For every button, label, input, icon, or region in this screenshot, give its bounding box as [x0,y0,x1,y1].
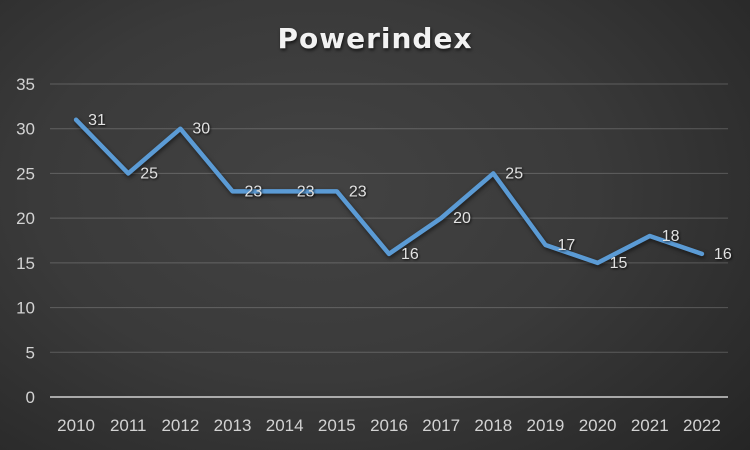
y-axis-tick-label: 35 [16,75,35,94]
y-axis-tick-label: 20 [16,209,35,228]
x-axis-tick-label: 2021 [631,416,669,435]
data-point-label: 30 [192,121,210,138]
data-point-label: 23 [297,183,315,200]
x-axis-tick-label: 2011 [110,416,147,435]
y-axis-tick-label: 0 [26,388,35,407]
x-axis-tick-label: 2019 [527,416,565,435]
x-axis-tick-label: 2010 [57,416,95,435]
data-point-label: 23 [349,183,367,200]
y-axis-tick-label: 10 [16,299,35,318]
x-axis-tick-label: 2020 [579,416,617,435]
chart-title: Powerindex [277,22,473,55]
data-point-label: 16 [401,246,419,263]
data-point-label: 23 [245,183,263,200]
x-axis-tick-label: 2017 [422,416,460,435]
powerindex-series-line [73,117,705,266]
x-axis-tick-label: 2016 [370,416,408,435]
y-axis-tick-label: 30 [16,120,35,139]
y-axis-tick-label: 15 [16,254,35,273]
y-axis-tick-label: 25 [16,164,35,183]
y-axis-tick-label: 5 [26,343,35,362]
data-point-label: 25 [505,165,523,182]
data-point-label: 31 [88,112,106,129]
x-axis-tick-label: 2012 [161,416,199,435]
x-axis-tick-label: 2013 [214,416,252,435]
data-point-label: 25 [140,165,158,182]
data-point-label: 16 [714,246,732,263]
data-point-label: 15 [610,255,628,272]
data-point-label: 20 [453,210,471,227]
x-axis-tick-label: 2014 [266,416,304,435]
data-point-label: 17 [557,237,575,254]
x-axis-tick-label: 2022 [683,416,721,435]
x-axis-tick-label: 2015 [318,416,356,435]
data-point-label: 18 [662,228,680,245]
x-axis-tick-label: 2018 [474,416,512,435]
